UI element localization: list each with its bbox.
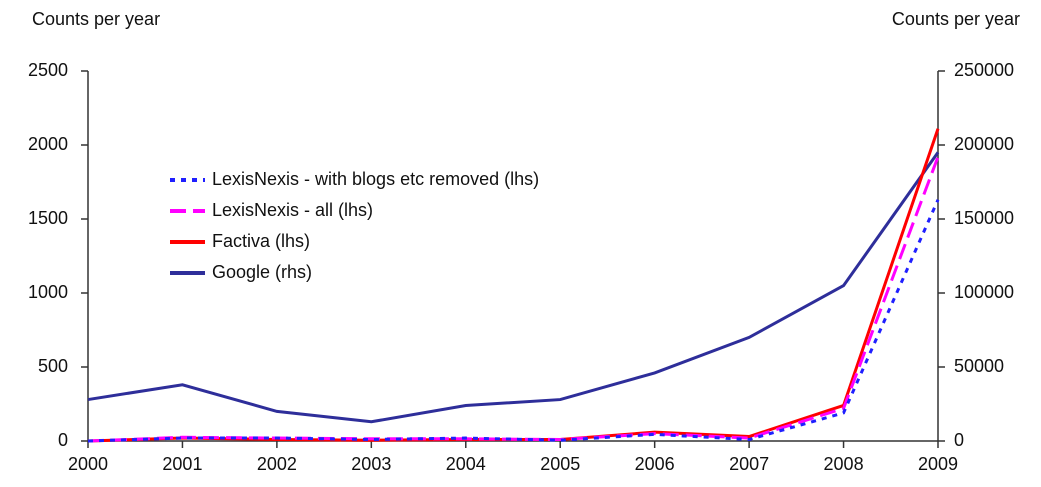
y2-tick-label: 250000 <box>954 60 1014 80</box>
y2-tick-label: 200000 <box>954 134 1014 154</box>
y2-tick-label: 150000 <box>954 208 1014 228</box>
legend-label: LexisNexis - with blogs etc removed (lhs… <box>212 169 539 189</box>
y-tick-label: 1500 <box>28 208 68 228</box>
y-tick-label: 2500 <box>28 60 68 80</box>
y-tick-label: 0 <box>58 430 68 450</box>
y-axis-label: Counts per year <box>32 9 160 29</box>
x-tick-label: 2002 <box>257 454 297 474</box>
legend-label: Factiva (lhs) <box>212 231 310 251</box>
x-tick-label: 2003 <box>351 454 391 474</box>
y2-axis-label: Counts per year <box>892 9 1020 29</box>
x-tick-label: 2004 <box>446 454 486 474</box>
x-tick-label: 2001 <box>162 454 202 474</box>
y-tick-label: 2000 <box>28 134 68 154</box>
x-tick-label: 2007 <box>729 454 769 474</box>
x-tick-label: 2005 <box>540 454 580 474</box>
legend-label: LexisNexis - all (lhs) <box>212 200 373 220</box>
x-tick-label: 2000 <box>68 454 108 474</box>
y2-tick-label: 50000 <box>954 356 1004 376</box>
y-tick-label: 500 <box>38 356 68 376</box>
series-line <box>87 151 940 424</box>
x-tick-label: 2008 <box>824 454 864 474</box>
x-tick-label: 2006 <box>635 454 675 474</box>
series-line <box>87 156 940 443</box>
x-tick-label: 2009 <box>918 454 958 474</box>
y-tick-label: 1000 <box>28 282 68 302</box>
legend-label: Google (rhs) <box>212 262 312 282</box>
y2-tick-label: 0 <box>954 430 964 450</box>
y2-tick-label: 100000 <box>954 282 1014 302</box>
